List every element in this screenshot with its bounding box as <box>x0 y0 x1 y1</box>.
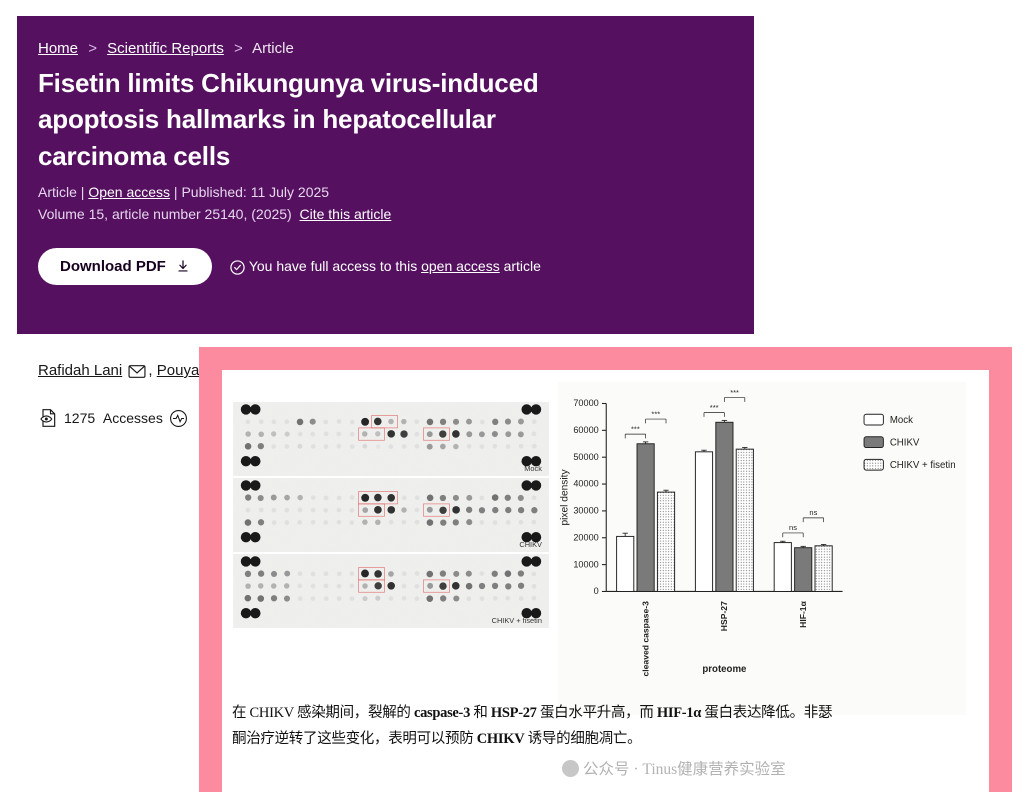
svg-text:70000: 70000 <box>573 398 598 408</box>
svg-text:Mock: Mock <box>524 464 542 473</box>
svg-text:60000: 60000 <box>573 425 598 435</box>
svg-text:CHIKV: CHIKV <box>519 540 542 549</box>
svg-text:CHIKV + fisetin: CHIKV + fisetin <box>492 616 542 625</box>
svg-text:ns: ns <box>809 508 817 517</box>
svg-text:***: *** <box>710 403 719 412</box>
svg-text:***: *** <box>631 424 640 433</box>
svg-text:ns: ns <box>789 523 797 532</box>
svg-text:HSP-27: HSP-27 <box>719 601 729 631</box>
svg-text:***: *** <box>651 409 660 418</box>
svg-text:proteome: proteome <box>702 664 747 675</box>
svg-text:CHIKV + fisetin: CHIKV + fisetin <box>890 460 956 471</box>
svg-text:CHIKV: CHIKV <box>890 437 920 448</box>
svg-text:20000: 20000 <box>573 532 598 542</box>
svg-text:30000: 30000 <box>573 506 598 516</box>
svg-text:cleaved caspase-3: cleaved caspase-3 <box>640 601 650 677</box>
svg-text:40000: 40000 <box>573 479 598 489</box>
svg-text:0: 0 <box>594 586 599 596</box>
svg-text:HIF-1α: HIF-1α <box>798 600 808 627</box>
svg-text:pixel density: pixel density <box>560 469 571 526</box>
svg-text:Mock: Mock <box>890 415 913 426</box>
svg-text:***: *** <box>730 388 739 397</box>
svg-text:50000: 50000 <box>573 452 598 462</box>
svg-text:10000: 10000 <box>573 559 598 569</box>
